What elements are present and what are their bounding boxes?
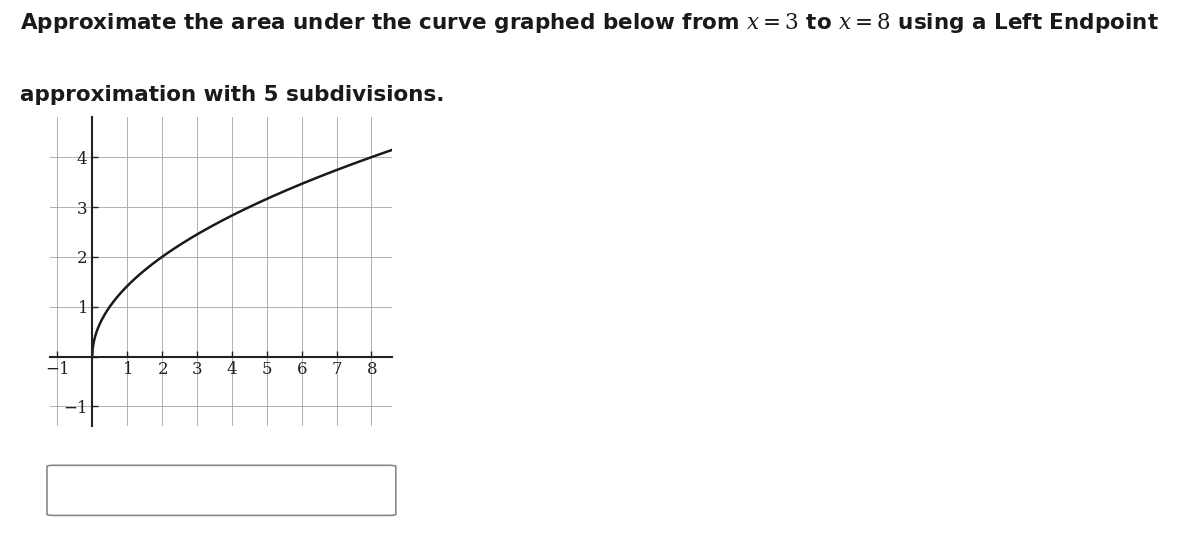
FancyBboxPatch shape [47, 465, 396, 515]
Text: Approximate the area under the curve graphed below from $x = 3$ to $x = 8$ using: Approximate the area under the curve gra… [20, 11, 1159, 35]
Text: approximation with 5 subdivisions.: approximation with 5 subdivisions. [20, 85, 445, 106]
